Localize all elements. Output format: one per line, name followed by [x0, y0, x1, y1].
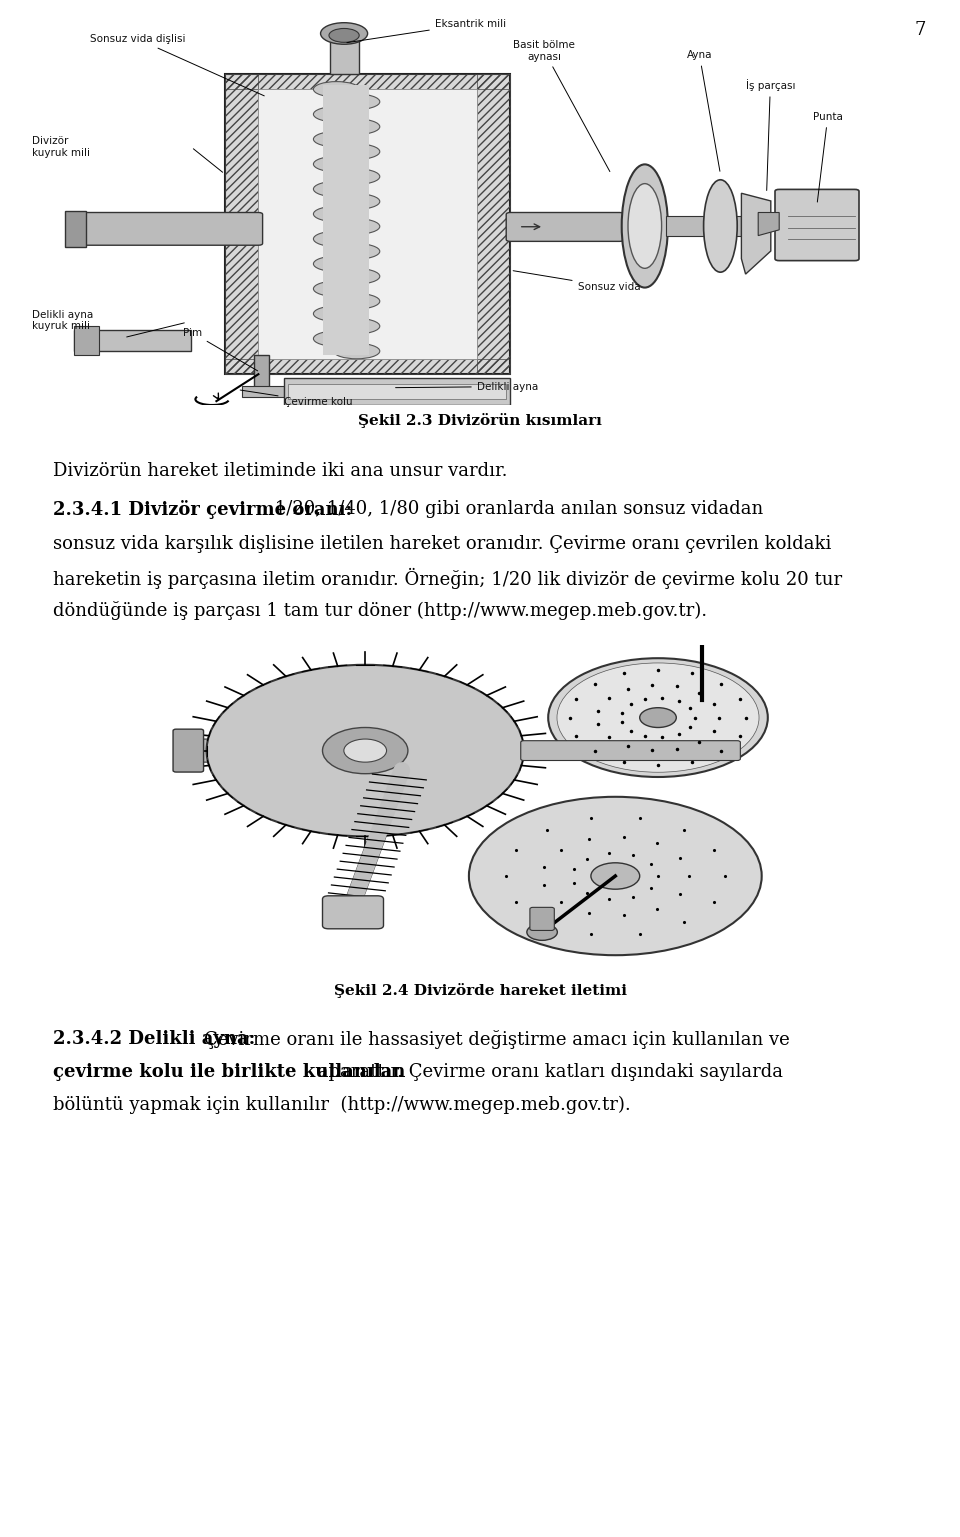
Circle shape — [527, 924, 558, 941]
Bar — [225, 74, 511, 373]
FancyBboxPatch shape — [173, 729, 204, 772]
Polygon shape — [758, 212, 780, 235]
Ellipse shape — [333, 144, 380, 160]
Ellipse shape — [622, 164, 668, 287]
Text: Şekil 2.3 Divizörün kısımları: Şekil 2.3 Divizörün kısımları — [358, 412, 602, 427]
Ellipse shape — [333, 169, 380, 184]
Text: Şekil 2.4 Divizörde hareket iletimi: Şekil 2.4 Divizörde hareket iletimi — [333, 982, 627, 998]
Circle shape — [639, 707, 676, 727]
Ellipse shape — [313, 257, 360, 272]
Text: hareketin iş parçasına iletim oranıdır. Örneğin; 1/20 lik divizör de çevirme kol: hareketin iş parçasına iletim oranıdır. … — [53, 569, 842, 589]
Text: 2.3.4.1 Divizör çevirme oranı:: 2.3.4.1 Divizör çevirme oranı: — [53, 500, 352, 520]
Circle shape — [321, 23, 368, 45]
Bar — [74, 326, 99, 355]
Text: Pim: Pim — [182, 327, 257, 370]
Circle shape — [591, 862, 639, 890]
Bar — [324, 86, 370, 355]
Text: Sonsuz vida: Sonsuz vida — [514, 271, 640, 292]
Polygon shape — [741, 194, 771, 274]
Circle shape — [344, 739, 387, 762]
Text: Divizör
kuyruk mili: Divizör kuyruk mili — [32, 137, 89, 158]
Ellipse shape — [313, 106, 360, 121]
Text: bölüntü yapmak için kullanılır  (http://www.megep.meb.gov.tr).: bölüntü yapmak için kullanılır (http://w… — [53, 1096, 631, 1114]
Circle shape — [323, 727, 408, 773]
Ellipse shape — [333, 194, 380, 209]
FancyBboxPatch shape — [506, 212, 624, 241]
FancyBboxPatch shape — [530, 907, 554, 930]
Text: aparattır. Çevirme oranı katları dışındaki sayılarda: aparattır. Çevirme oranı katları dışında… — [312, 1064, 783, 1081]
Text: sonsuz vida karşılık dişlisine iletilen hareket oranıdır. Çevirme oranı çevrilen: sonsuz vida karşılık dişlisine iletilen … — [53, 535, 831, 553]
FancyBboxPatch shape — [69, 212, 263, 246]
Bar — [242, 386, 283, 397]
Text: 2.3.4.2 Delikli ayna:: 2.3.4.2 Delikli ayna: — [53, 1030, 255, 1048]
Bar — [65, 211, 86, 247]
Ellipse shape — [313, 281, 360, 297]
FancyBboxPatch shape — [775, 189, 859, 261]
Ellipse shape — [628, 183, 661, 269]
Ellipse shape — [333, 294, 380, 309]
Text: Basit bölme
aynası: Basit bölme aynası — [513, 40, 610, 172]
Ellipse shape — [333, 94, 380, 109]
Text: 1/20, 1/40, 1/80 gibi oranlarda anılan sonsuz vidadan: 1/20, 1/40, 1/80 gibi oranlarda anılan s… — [269, 500, 763, 518]
Text: Çevirme oranı ile hassasiyet değiştirme amacı için kullanılan ve: Çevirme oranı ile hassasiyet değiştirme … — [204, 1030, 790, 1048]
Circle shape — [548, 658, 768, 778]
FancyBboxPatch shape — [520, 741, 740, 761]
Circle shape — [206, 666, 524, 836]
Text: Delikli ayna: Delikli ayna — [396, 381, 538, 392]
Bar — [477, 74, 511, 373]
Bar — [74, 330, 191, 350]
Text: 7: 7 — [914, 22, 925, 38]
Ellipse shape — [313, 157, 360, 172]
Bar — [225, 74, 258, 373]
Ellipse shape — [333, 318, 380, 334]
Ellipse shape — [313, 330, 360, 346]
Ellipse shape — [313, 206, 360, 221]
Bar — [283, 378, 511, 406]
Bar — [225, 358, 511, 373]
Bar — [225, 74, 511, 89]
Text: Delikli ayna
kuyruk mili: Delikli ayna kuyruk mili — [32, 309, 93, 330]
Ellipse shape — [704, 180, 737, 272]
Ellipse shape — [333, 244, 380, 260]
Text: Punta: Punta — [813, 112, 843, 201]
Bar — [288, 384, 506, 400]
Text: Ayna: Ayna — [686, 51, 720, 171]
Circle shape — [557, 662, 759, 772]
Circle shape — [468, 796, 761, 954]
Text: döndüğünde iş parçası 1 tam tur döner (http://www.megep.meb.gov.tr).: döndüğünde iş parçası 1 tam tur döner (h… — [53, 601, 708, 619]
Text: İş parçası: İş parçası — [746, 80, 795, 191]
Text: Eksantrik mili: Eksantrik mili — [347, 18, 506, 43]
Bar — [330, 35, 359, 74]
Ellipse shape — [333, 218, 380, 234]
Bar — [254, 355, 270, 389]
Bar — [666, 217, 741, 235]
FancyBboxPatch shape — [323, 896, 383, 928]
Ellipse shape — [313, 306, 360, 321]
Ellipse shape — [333, 118, 380, 134]
Text: çevirme kolu ile birlikte kullanılan: çevirme kolu ile birlikte kullanılan — [53, 1064, 405, 1081]
Ellipse shape — [313, 231, 360, 246]
Text: Çevirme kolu: Çevirme kolu — [240, 390, 352, 407]
Ellipse shape — [313, 132, 360, 148]
Circle shape — [329, 29, 359, 43]
Ellipse shape — [333, 269, 380, 284]
Bar — [258, 89, 477, 358]
Text: Divizörün hareket iletiminde iki ana unsur vardır.: Divizörün hareket iletiminde iki ana uns… — [53, 463, 508, 480]
Ellipse shape — [313, 81, 360, 97]
Ellipse shape — [333, 343, 380, 358]
Ellipse shape — [313, 181, 360, 197]
Text: Sonsuz vida dişlisi: Sonsuz vida dişlisi — [90, 34, 264, 95]
FancyBboxPatch shape — [185, 739, 344, 762]
